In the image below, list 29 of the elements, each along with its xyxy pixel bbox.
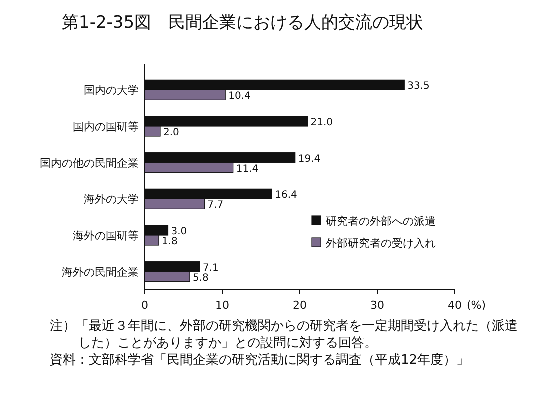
data-label: 16.4 [275,190,298,202]
x-tick-label: 20 [293,299,307,312]
y-tick-label: 海外の大学 [84,193,139,206]
legend-label: 研究者の外部への派遣 [326,215,436,228]
x-axis-title: (%) [467,299,486,312]
x-tick-label: 30 [370,299,384,312]
x-tick-label: 10 [216,299,230,312]
chart-title: 第1-2-35図 民間企業における人的交流の現状 [62,13,424,33]
data-label: 7.1 [203,262,219,274]
data-label: 11.4 [236,164,259,175]
y-tick-label: 国内の他の民間企業 [40,156,139,170]
data-label: 10.4 [228,91,251,102]
data-label: 33.5 [408,81,430,92]
y-tick-label: 国内の国研等 [73,120,139,134]
legend-label: 外部研究者の受け入れ [326,237,436,250]
data-label: 5.8 [192,272,209,284]
data-label: 21.0 [310,118,334,128]
text: 資料：文部科学省「民間企業の研究活動に関する調査（平成12年度）」 [50,352,471,369]
data-label: 2.0 [164,128,180,138]
x-tick-label: 0 [142,299,148,312]
data-label: 1.8 [162,236,178,248]
data-label: 19.4 [298,154,321,165]
y-tick-label: 国内の大学 [84,84,139,98]
data-label: 7.7 [208,200,224,212]
y-tick-label: 海外の国研等 [73,230,139,242]
y-tick-label: 海外の民間企業 [62,266,139,279]
data-label: 3.0 [171,226,188,238]
text: 注）「最近３年間に、外部の研究機関からの研究者を一定期間受け入れた（派遣した）ことがありますか」との設問に対する回答。 [50,318,519,352]
x-tick-label: 40 [448,299,462,312]
